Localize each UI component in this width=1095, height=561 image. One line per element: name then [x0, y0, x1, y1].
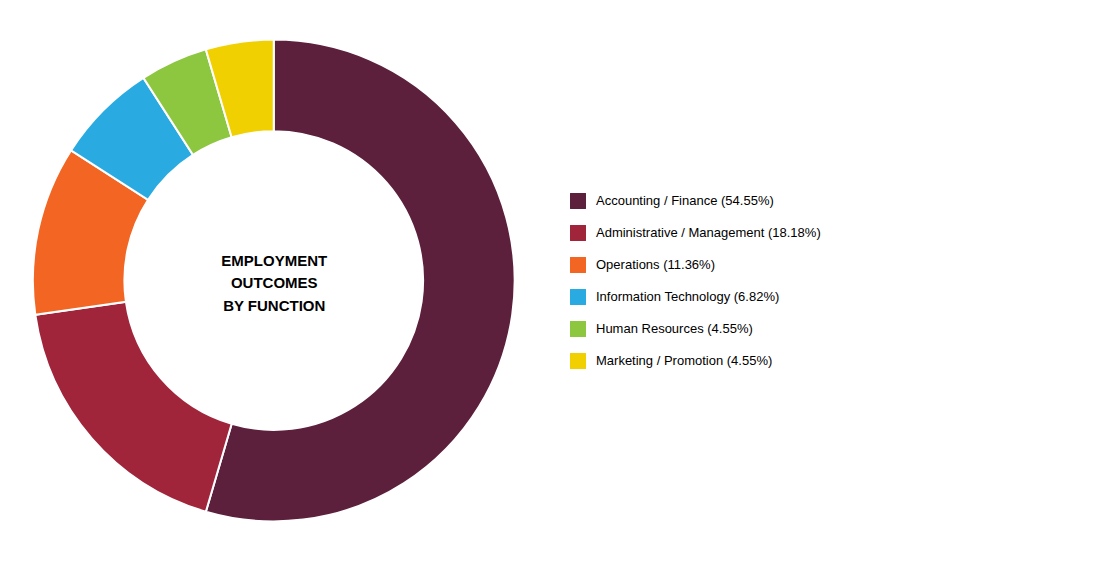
svg-text:EMPLOYMENTOUTCOMESBY FUNCTION: EMPLOYMENTOUTCOMESBY FUNCTION [221, 252, 327, 314]
svg-text:Operations (11.36%): Operations (11.36%) [596, 257, 715, 272]
svg-text:Administrative / Management (1: Administrative / Management (18.18%) [596, 225, 821, 240]
svg-text:Marketing / Promotion (4.55%): Marketing / Promotion (4.55%) [596, 353, 772, 368]
svg-text:Human Resources (4.55%): Human Resources (4.55%) [596, 321, 753, 336]
svg-text:Information Technology (6.82%): Information Technology (6.82%) [596, 289, 779, 304]
svg-text:Accounting / Finance (54.55%): Accounting / Finance (54.55%) [596, 193, 774, 208]
